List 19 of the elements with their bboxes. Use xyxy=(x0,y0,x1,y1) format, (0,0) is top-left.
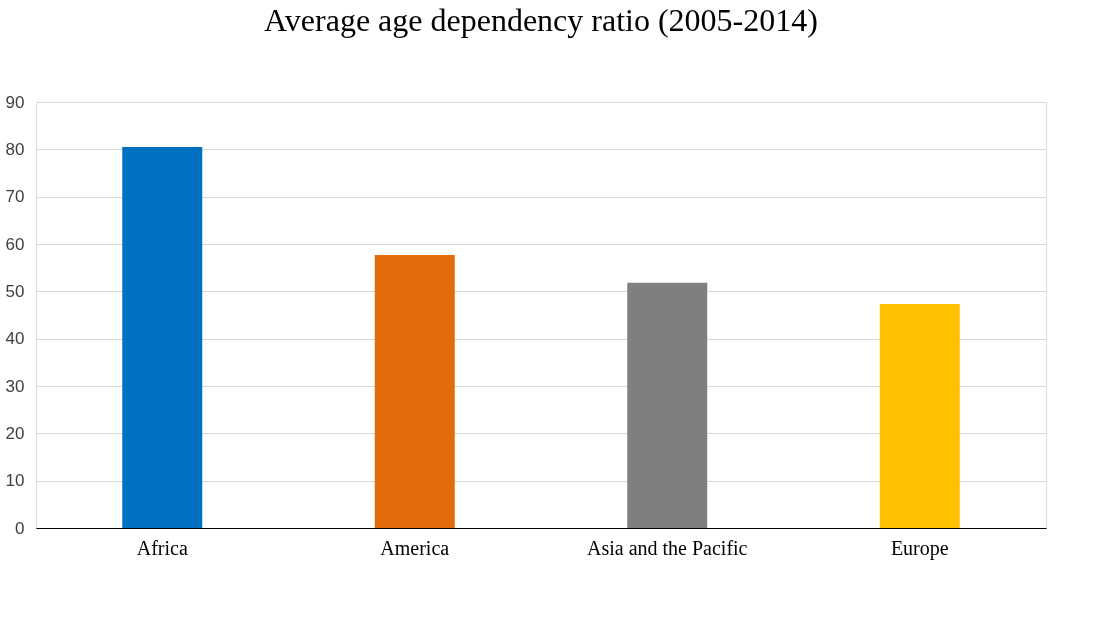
y-tick-label: 80 xyxy=(5,139,25,159)
bar xyxy=(374,254,455,528)
x-tick-label: Africa xyxy=(136,536,188,559)
x-tick-label: America xyxy=(380,536,450,559)
y-tick-label: 30 xyxy=(5,376,25,396)
x-tick-label: Asia and the Pacific xyxy=(587,536,748,559)
bar xyxy=(122,146,203,528)
y-tick-label: 10 xyxy=(5,471,25,491)
chart-title: Average age dependency ratio (2005-2014) xyxy=(264,2,818,38)
y-tick-label: 50 xyxy=(5,281,25,301)
y-tick-label: 20 xyxy=(5,423,25,443)
bar xyxy=(627,282,708,528)
bar xyxy=(879,304,960,528)
y-tick-label: 70 xyxy=(5,187,25,207)
y-tick-label: 90 xyxy=(5,92,25,112)
y-tick-label: 60 xyxy=(5,234,25,254)
x-tick-label: Europe xyxy=(890,536,949,560)
y-tick-label: 40 xyxy=(5,329,25,349)
y-tick-label: 0 xyxy=(15,518,25,538)
